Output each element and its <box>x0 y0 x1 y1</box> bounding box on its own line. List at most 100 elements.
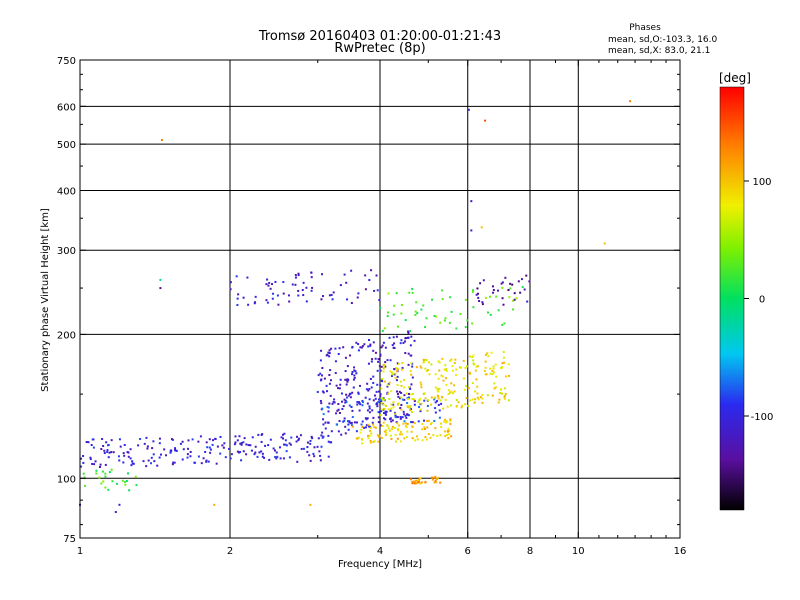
data-point <box>494 363 497 366</box>
data-point <box>467 404 470 407</box>
data-point <box>335 384 338 387</box>
data-point <box>82 461 85 464</box>
data-point <box>388 336 391 339</box>
data-point <box>158 442 161 445</box>
data-point <box>425 359 428 362</box>
data-point <box>411 392 414 395</box>
data-point <box>489 367 492 370</box>
data-point <box>440 402 443 405</box>
data-point <box>418 477 421 480</box>
data-point <box>437 403 440 406</box>
data-point <box>438 416 441 419</box>
data-point <box>389 370 392 373</box>
data-point <box>424 367 427 370</box>
data-point <box>356 400 359 403</box>
data-point <box>377 390 380 393</box>
data-point <box>411 365 414 368</box>
data-point <box>436 400 439 403</box>
data-point <box>425 317 428 320</box>
data-point <box>193 461 196 464</box>
data-point <box>397 403 400 406</box>
data-point <box>382 370 385 373</box>
data-point <box>364 426 367 429</box>
data-point <box>328 294 331 297</box>
data-point <box>406 404 409 407</box>
data-point <box>331 298 334 301</box>
data-point <box>474 369 477 372</box>
data-point <box>103 449 106 452</box>
data-point <box>434 411 437 414</box>
data-point <box>507 374 510 377</box>
data-point <box>240 441 243 444</box>
data-point <box>415 482 418 485</box>
data-point <box>347 423 350 426</box>
data-point <box>472 289 475 292</box>
data-point <box>449 418 452 421</box>
data-point <box>447 427 450 430</box>
data-point <box>284 439 287 442</box>
data-point <box>333 401 336 404</box>
data-point <box>347 379 350 382</box>
data-point <box>460 406 463 409</box>
data-point <box>122 452 125 455</box>
data-point <box>403 398 406 401</box>
data-point <box>476 365 479 368</box>
data-point <box>482 279 485 282</box>
data-point <box>316 390 319 393</box>
data-point <box>437 390 440 393</box>
data-point <box>501 281 504 284</box>
data-point <box>392 403 395 406</box>
data-point <box>429 436 432 439</box>
data-point <box>328 355 331 358</box>
data-point <box>382 365 385 368</box>
data-point <box>344 370 347 373</box>
data-point <box>393 304 396 307</box>
data-point <box>147 459 150 462</box>
data-point <box>393 368 396 371</box>
data-point <box>215 462 218 465</box>
data-point <box>486 352 489 355</box>
data-point <box>370 269 373 272</box>
data-point <box>361 420 364 423</box>
data-point <box>397 325 400 328</box>
data-point <box>297 289 300 292</box>
data-point <box>345 401 348 404</box>
data-point <box>395 421 398 424</box>
data-point <box>336 409 339 412</box>
data-point <box>269 287 272 290</box>
data-point <box>380 365 383 368</box>
data-point <box>93 463 96 466</box>
data-point <box>629 100 632 103</box>
data-point <box>453 390 456 393</box>
data-point <box>427 369 430 372</box>
data-point <box>445 421 448 424</box>
data-point <box>254 451 257 454</box>
data-point <box>294 276 297 279</box>
data-point <box>494 386 497 389</box>
data-point <box>499 392 502 395</box>
data-point <box>467 108 470 111</box>
data-point <box>367 434 370 437</box>
data-point <box>295 435 298 438</box>
data-point <box>229 457 232 460</box>
data-point <box>333 398 336 401</box>
data-point <box>434 401 437 404</box>
data-point <box>419 482 422 485</box>
data-point <box>205 441 208 444</box>
data-point <box>317 374 320 377</box>
data-point <box>95 472 98 475</box>
data-point <box>197 455 200 458</box>
data-point <box>119 445 122 448</box>
data-point <box>395 416 398 419</box>
data-point <box>430 363 433 366</box>
data-point <box>461 404 464 407</box>
data-point <box>403 420 406 423</box>
data-point <box>282 437 285 440</box>
data-point <box>285 450 288 453</box>
data-point <box>487 355 490 358</box>
data-point <box>501 362 504 365</box>
data-point <box>263 456 266 459</box>
data-point <box>401 361 404 364</box>
data-point <box>104 472 107 475</box>
data-point <box>151 447 154 450</box>
